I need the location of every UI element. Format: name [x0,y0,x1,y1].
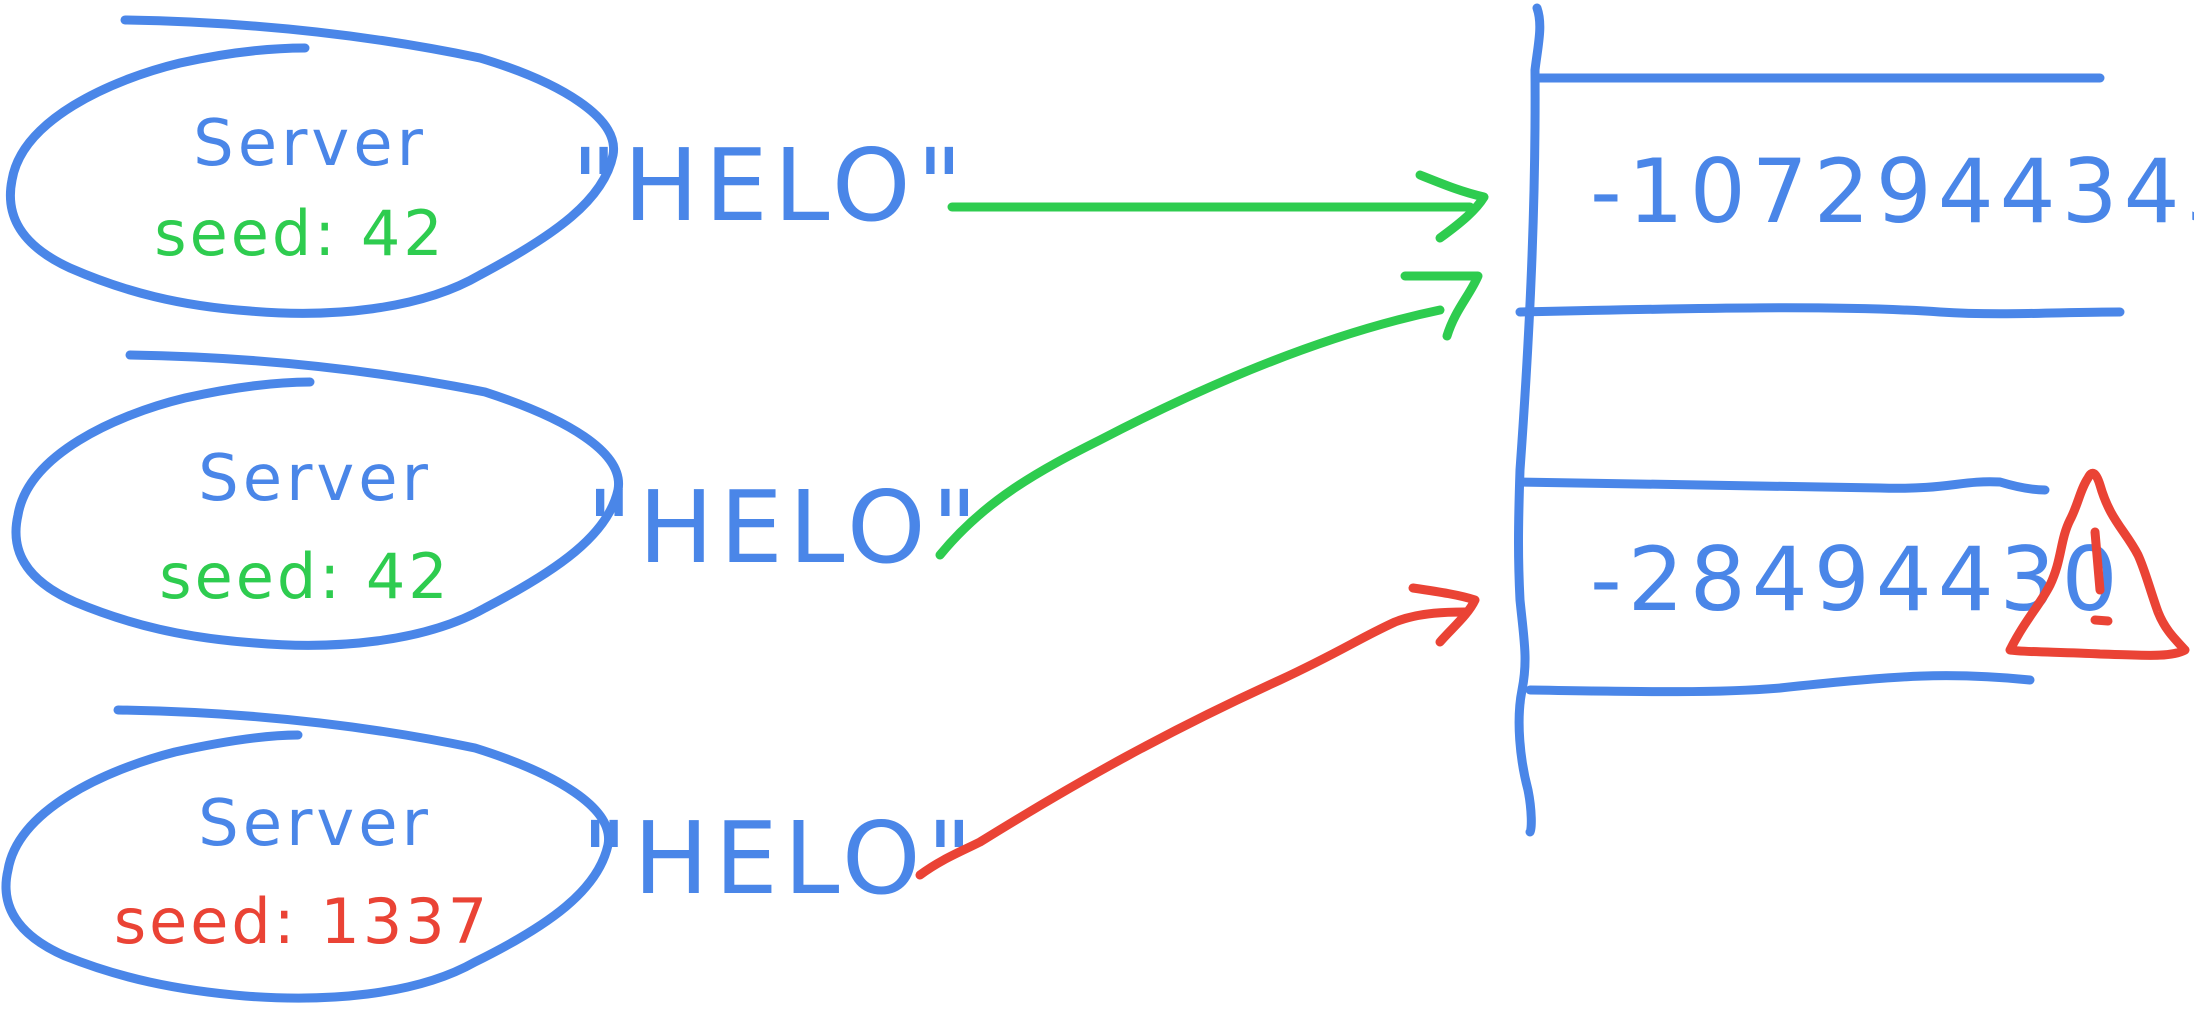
table-spine [1514,3,1545,837]
server-label-3: Server [198,787,432,861]
arrow-3-line [915,607,1470,880]
server-ellipse-2 [11,350,623,650]
server-label-1: Server [193,107,427,181]
table-row-2-value: -28494430 [1590,528,2124,631]
seed-label-1: seed: 42 [154,197,445,270]
warning-triangle-icon [2005,468,2190,660]
table-line-row2-bottom [1525,671,2035,697]
arrow-3-head [1408,583,1480,647]
server-label-2: Server [198,442,432,516]
arrow-1 [947,170,1489,243]
arrow-2-head [1400,271,1483,341]
value-table: -1072944343 -28494430 [1514,3,2194,837]
server-ellipse-3 [1,705,613,1003]
arrow-1-head [1415,170,1489,243]
seed-label-2: seed: 42 [159,540,450,613]
message-label-3: "HELO" [581,800,978,917]
seed-label-3: seed: 1337 [114,885,490,958]
message-label-2: "HELO" [586,469,983,586]
table-row-1-value: -1072944343 [1590,140,2194,243]
arrow-2 [935,271,1483,560]
server-node-1: Server seed: 42 "HELO" [5,15,968,318]
message-label-1: "HELO" [571,127,968,244]
table-line-row2-top [1515,477,2050,495]
server-node-2: Server seed: 42 "HELO" [11,350,983,650]
server-ellipse-1 [5,15,618,318]
arrow-2-line [935,305,1445,560]
table-line-row1-bottom [1515,303,2125,319]
server-node-3: Server seed: 1337 "HELO" [1,705,978,1003]
arrow-3 [915,583,1480,880]
